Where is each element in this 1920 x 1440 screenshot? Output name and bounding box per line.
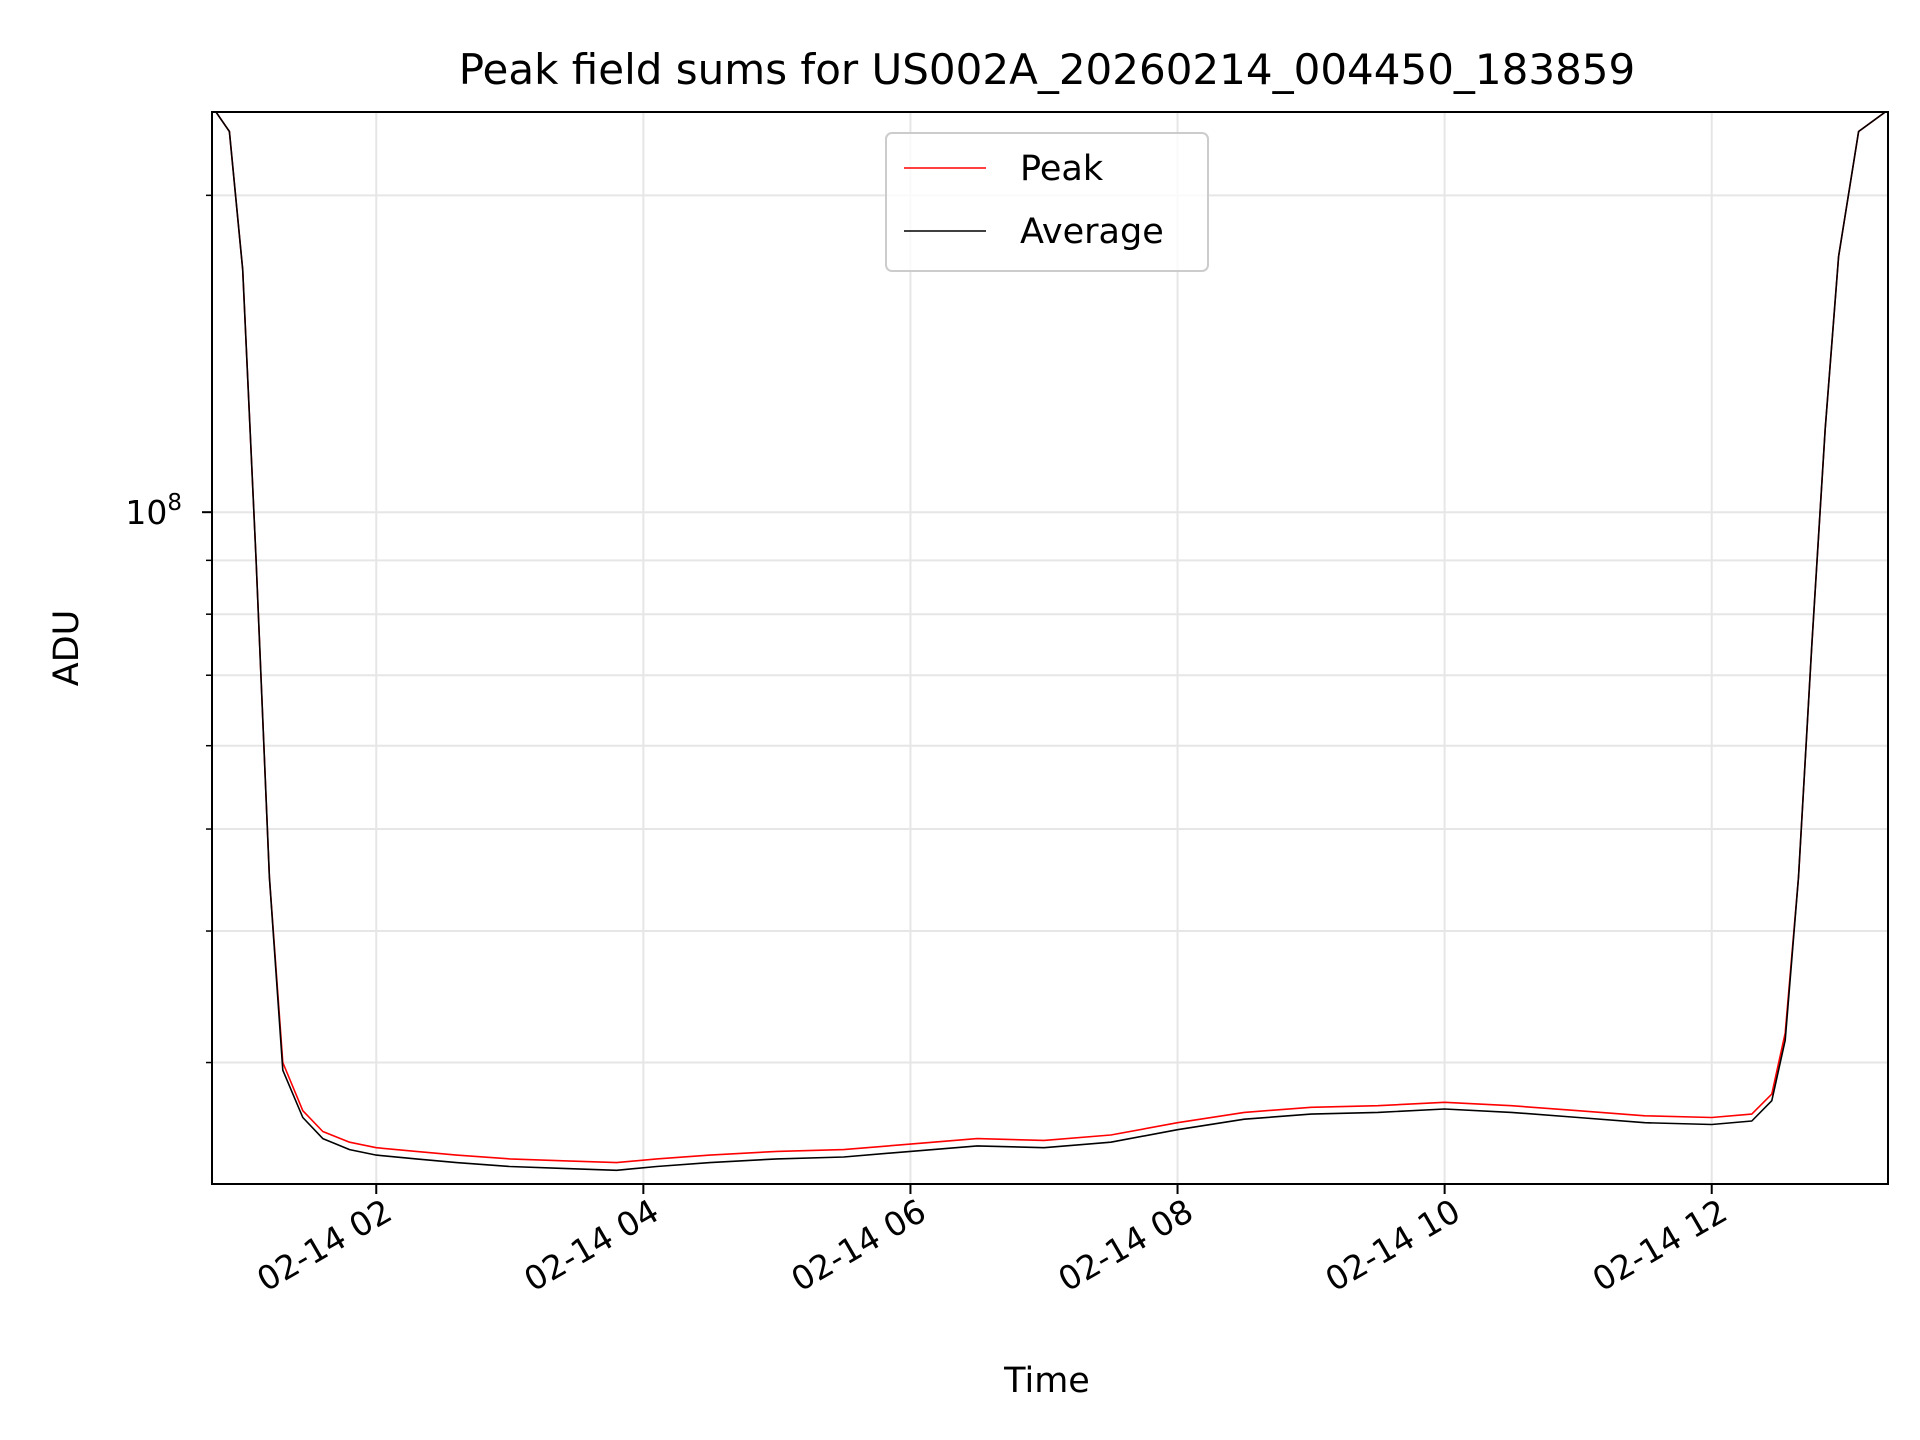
legend-label-average: Average: [1020, 212, 1164, 252]
chart-title: Peak field sums for US002A_20260214_0044…: [459, 45, 1636, 94]
series-lines: [215, 112, 1886, 1172]
y-tick-label: 108: [125, 490, 182, 532]
y-axis-label: ADU: [47, 610, 87, 687]
legend: Peak Average: [885, 132, 1209, 272]
y-axis-ticks: 108: [125, 194, 212, 1064]
legend-label-peak: Peak: [1020, 149, 1104, 189]
series-line-average: [215, 112, 1886, 1172]
plot-frame: [211, 111, 1889, 1185]
series-line-peak: [215, 112, 1886, 1164]
x-axis-label: Time: [1003, 1361, 1090, 1401]
